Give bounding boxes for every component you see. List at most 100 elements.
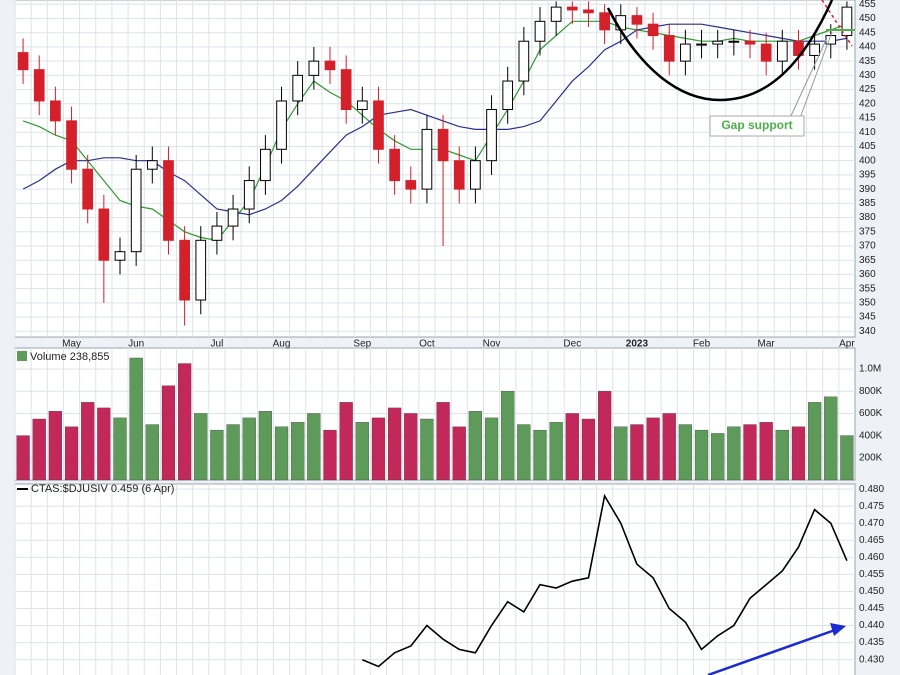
volume-bar bbox=[678, 424, 692, 481]
y-tick-label: 390 bbox=[859, 184, 876, 195]
candle-body bbox=[550, 6, 562, 22]
y-tick-label: 0.445 bbox=[859, 603, 884, 614]
volume-bar bbox=[484, 417, 499, 481]
candle-body bbox=[825, 35, 837, 45]
x-tick-label: Apr bbox=[839, 339, 855, 350]
candle-body bbox=[243, 180, 255, 210]
volume-bar bbox=[161, 385, 176, 481]
candle-body bbox=[518, 40, 530, 82]
volume-bar bbox=[598, 391, 612, 481]
candle-body bbox=[356, 100, 368, 110]
annotation: Gap support bbox=[721, 118, 792, 132]
volume-bar bbox=[565, 413, 579, 481]
volume-bar bbox=[694, 429, 709, 481]
x-tick-label: Feb bbox=[693, 339, 711, 350]
candle-body bbox=[276, 100, 287, 150]
candle-body bbox=[98, 208, 110, 261]
ratio-title: CTAS:$DJUSIV 0.459 (6 Apr) bbox=[31, 483, 174, 495]
candle-body bbox=[534, 20, 546, 42]
volume-bar bbox=[501, 391, 515, 481]
volume-bar bbox=[759, 422, 773, 481]
candle-body bbox=[663, 35, 675, 62]
volume-bar bbox=[549, 422, 563, 481]
volume-bar bbox=[242, 417, 256, 481]
y-tick-label: 0.435 bbox=[859, 637, 884, 648]
candle-body bbox=[211, 225, 223, 241]
volume-bar bbox=[775, 429, 789, 481]
y-tick-label: 430 bbox=[859, 70, 876, 81]
y-tick-label: 600K bbox=[859, 408, 883, 419]
y-tick-label: 0.455 bbox=[859, 569, 884, 580]
volume-bar bbox=[16, 435, 30, 481]
callout-line bbox=[789, 39, 827, 119]
volume-bar bbox=[840, 435, 854, 481]
y-tick-label: 380 bbox=[859, 212, 876, 223]
candle-body bbox=[486, 108, 497, 162]
volume-bar bbox=[630, 424, 644, 481]
y-tick-label: 375 bbox=[859, 226, 876, 237]
x-tick-label: Dec bbox=[563, 339, 581, 350]
candle-body bbox=[470, 160, 481, 190]
candle-body bbox=[680, 43, 691, 62]
candle-body bbox=[631, 15, 643, 25]
volume-bar bbox=[258, 411, 272, 481]
candle-body bbox=[389, 148, 400, 182]
volume-bar bbox=[194, 413, 208, 481]
y-tick-label: 445 bbox=[859, 27, 876, 38]
volume-bar bbox=[113, 417, 127, 481]
volume-bar bbox=[614, 426, 628, 481]
candle-body bbox=[324, 60, 336, 71]
candle-body bbox=[760, 43, 772, 62]
x-tick-label: Mar bbox=[758, 339, 776, 350]
volume-bar bbox=[291, 422, 305, 481]
moving-average bbox=[22, 20, 848, 241]
grid-layer bbox=[14, 0, 855, 675]
trend-arrow bbox=[707, 628, 836, 675]
candle-body bbox=[163, 160, 174, 241]
y-tick-label: 360 bbox=[859, 269, 876, 280]
y-tick-label: 0.450 bbox=[859, 586, 884, 597]
volume-bar bbox=[226, 424, 240, 481]
volume-bar bbox=[452, 426, 466, 481]
candle-body bbox=[227, 208, 239, 227]
mark-layer bbox=[16, 1, 854, 668]
y-tick-label: 0.440 bbox=[859, 620, 884, 631]
candle-body bbox=[453, 160, 465, 190]
ratio-line bbox=[361, 493, 848, 668]
volume-bar bbox=[420, 418, 434, 481]
volume-bar bbox=[48, 411, 62, 481]
volume-bar bbox=[307, 413, 321, 481]
annotation-box bbox=[709, 115, 805, 137]
callout-line bbox=[799, 31, 833, 119]
candle-body bbox=[130, 168, 142, 253]
candle-body bbox=[179, 239, 190, 301]
legend-icon bbox=[17, 351, 27, 361]
y-tick-label: 800K bbox=[859, 386, 883, 397]
volume-bar bbox=[581, 418, 596, 481]
candle-body bbox=[260, 148, 271, 182]
candle-body bbox=[292, 74, 304, 102]
candle-body bbox=[728, 40, 740, 43]
volume-bar bbox=[533, 429, 547, 481]
volume-bar bbox=[824, 396, 838, 481]
volume-bar bbox=[404, 413, 418, 481]
volume-bar bbox=[791, 426, 806, 481]
candle-body bbox=[50, 100, 61, 122]
y-tick-label: 415 bbox=[859, 113, 876, 124]
candle-body bbox=[841, 6, 853, 37]
x-tick-label: Jul bbox=[211, 339, 224, 350]
candle-body bbox=[583, 9, 594, 14]
y-tick-label: 400K bbox=[859, 430, 883, 441]
volume-bar bbox=[808, 402, 822, 481]
y-tick-label: 0.460 bbox=[859, 552, 884, 563]
candle-body bbox=[776, 40, 788, 62]
volume-bar bbox=[355, 422, 369, 481]
volume-bar bbox=[323, 429, 337, 481]
volume-bar bbox=[727, 426, 741, 481]
volume-bar bbox=[436, 402, 450, 481]
volume-bar bbox=[274, 426, 289, 481]
y-tick-label: 435 bbox=[859, 56, 876, 67]
x-tick-label: May bbox=[62, 339, 81, 350]
y-tick-label: 0.475 bbox=[859, 501, 884, 512]
y-tick-label: 340 bbox=[859, 326, 876, 337]
